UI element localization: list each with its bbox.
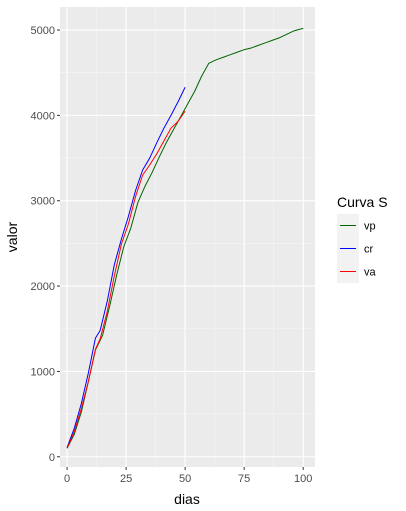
series-layer (66, 27, 304, 449)
y-axis-title: valor (4, 221, 20, 252)
panel-background (60, 7, 315, 467)
x-tick-label: 75 (238, 473, 250, 485)
series-line-va (66, 110, 186, 449)
legend-label-va: va (364, 267, 377, 279)
y-tick-label: 0 (49, 452, 55, 464)
y-tick-label: 2000 (31, 281, 55, 293)
x-tick-label: 0 (64, 473, 70, 485)
grid-major (60, 7, 315, 467)
x-axis-title: dias (174, 491, 200, 507)
legend-label-vp: vp (364, 221, 376, 233)
x-tick-label: 100 (294, 473, 312, 485)
y-tick-label: 4000 (31, 110, 55, 122)
legend-title: Curva S (337, 194, 388, 210)
y-tick-label: 3000 (31, 196, 55, 208)
x-tick-label: 50 (179, 473, 191, 485)
series-line-vp (66, 27, 304, 449)
legend: Curva S vp cr va (337, 194, 388, 283)
y-tick-label: 5000 (31, 25, 55, 37)
x-tick-label: 25 (120, 473, 132, 485)
legend-label-cr: cr (364, 244, 374, 256)
axis-ticks (57, 29, 304, 470)
series-line-cr (66, 87, 186, 448)
y-tick-label: 1000 (31, 366, 55, 378)
